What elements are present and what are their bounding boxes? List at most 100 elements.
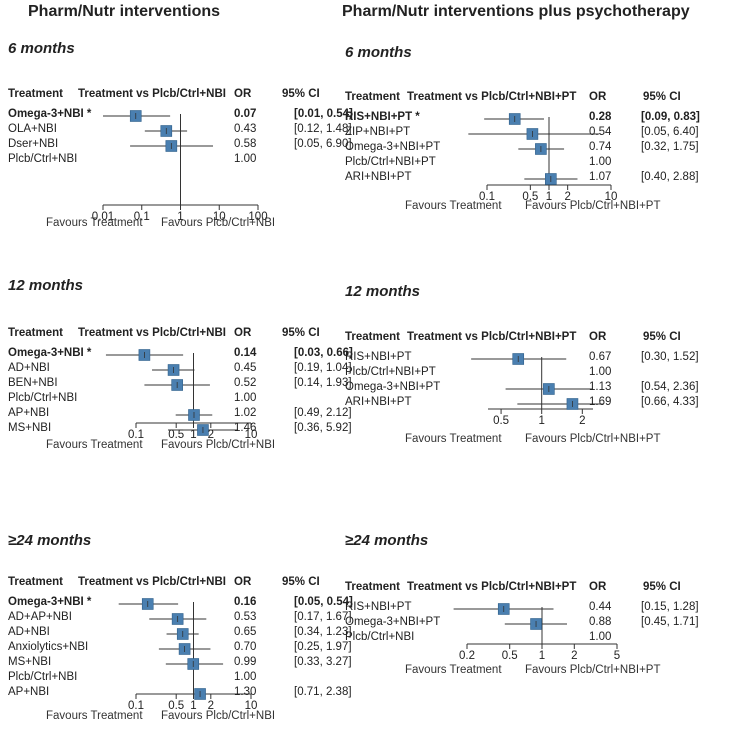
x-tick-label: 10: [212, 211, 226, 223]
or-value: 1.00: [589, 631, 612, 643]
x-tick-label: 1: [538, 650, 546, 662]
period-title: 6 months: [8, 40, 75, 57]
ci-value: [0.05, 6.90]: [294, 138, 352, 150]
row-label: AD+AP+NBI: [8, 611, 72, 623]
period-title: ≥24 months: [8, 532, 92, 549]
forest-plot-svg: [105, 349, 252, 436]
ci-value: [0.40, 2.88]: [641, 171, 699, 183]
ci-value: [0.33, 3.27]: [294, 656, 352, 668]
row-label: Plcb/Ctrl+NBI+PT: [345, 156, 436, 168]
or-value: 0.45: [234, 362, 257, 374]
ci-value: [0.19, 1.04]: [294, 362, 352, 374]
header-treatment: Treatment: [345, 91, 400, 103]
ci-value: [0.49, 2.12]: [294, 407, 352, 419]
row-label: Omega-3+NBI+PT: [345, 381, 441, 393]
header-or: OR: [589, 581, 607, 593]
x-tick-label: 2: [207, 700, 214, 712]
forest-panel: ≥24 months Treatment Treatment vs Plcb/Ctr…: [345, 532, 725, 742]
or-value: 0.52: [234, 377, 257, 389]
or-value: 0.58: [234, 138, 257, 150]
row-label: Plcb/Ctrl+NBI: [8, 153, 78, 165]
favours-control-label: Favours Plcb/Ctrl+NBI+PT: [525, 433, 661, 445]
x-tick-label: 0.1: [133, 211, 150, 223]
row-label: OLA+NBI: [8, 123, 57, 135]
forest-panel: 6 months Treatment Treatment vs Plcb/Ctrl+…: [345, 44, 725, 254]
header-or: OR: [234, 576, 252, 588]
favours-treatment-label: Favours Treatment: [46, 439, 143, 451]
row-label: Plcb/Ctrl+NBI: [8, 671, 78, 683]
header-ci: 95% CI: [282, 576, 320, 588]
row-label: AP+NBI: [8, 686, 50, 698]
forest-plot-svg: [102, 110, 259, 210]
row-label: RIS+NBI+PT: [345, 601, 412, 613]
forest-panel: 6 months Treatment Treatment vs Plcb/Ctrl+…: [8, 40, 388, 250]
x-tick-label: 10: [244, 429, 258, 441]
header-ci: 95% CI: [643, 581, 681, 593]
period-title: 12 months: [8, 277, 84, 294]
x-tick-label: 2: [571, 650, 578, 662]
x-tick-label: 0.1: [128, 700, 144, 712]
x-tick-label: 0.5: [501, 650, 518, 662]
or-value: 1.30: [234, 686, 257, 698]
row-label: AD+NBI: [8, 362, 50, 374]
row-label: ARI+NBI+PT: [345, 171, 412, 183]
row-label: RIS+NBI+PT *: [345, 111, 420, 123]
favours-treatment-label: Favours Treatment: [46, 710, 143, 722]
forest-panel: ≥24 months Treatment Treatment vs Plcb/Ctr…: [8, 532, 388, 742]
x-tick-label: 100: [248, 211, 268, 223]
ci-value: [0.12, 1.48]: [294, 123, 352, 135]
or-value: 0.28: [589, 111, 612, 123]
row-label: MS+NBI: [8, 422, 52, 434]
forest-panel: 12 months Treatment Treatment vs Plcb/Ctrl…: [8, 277, 388, 487]
row-label: Omega-3+NBI+PT: [345, 616, 441, 628]
ci-value: [0.01, 0.54]: [294, 108, 353, 120]
x-tick-label: 1: [190, 429, 197, 441]
favours-control-label: Favours Plcb/Ctrl+NBI: [161, 217, 276, 229]
header-or: OR: [234, 88, 252, 100]
or-value: 1.00: [234, 671, 257, 683]
favours-control-label: Favours Plcb/Ctrl+NBI+PT: [525, 664, 661, 676]
ci-value: [0.09, 0.83]: [641, 111, 700, 123]
or-value: 0.74: [589, 141, 612, 153]
ci-value: [0.05, 0.54]: [294, 596, 353, 608]
ci-value: [0.14, 1.93]: [294, 377, 352, 389]
row-label: Anxiolytics+NBI: [8, 641, 89, 653]
or-value: 0.88: [589, 616, 612, 628]
row-label: Omega-3+NBI *: [8, 347, 92, 359]
or-value: 0.65: [234, 626, 257, 638]
or-value: 0.54: [589, 126, 612, 138]
period-title: 12 months: [345, 283, 421, 300]
ci-value: [0.45, 1.71]: [641, 616, 699, 628]
or-value: 1.13: [589, 381, 612, 393]
or-value: 0.53: [234, 611, 257, 623]
x-tick-label: 10: [604, 191, 618, 203]
row-label: AD+NBI: [8, 626, 50, 638]
or-value: 0.99: [234, 656, 257, 668]
or-value: 0.16: [234, 596, 257, 608]
row-label: MS+NBI: [8, 656, 52, 668]
or-value: 1.00: [589, 366, 612, 378]
ci-value: [0.15, 1.28]: [641, 601, 699, 613]
or-value: 0.14: [234, 347, 257, 359]
row-label: BEN+NBI: [8, 377, 58, 389]
forest-plot-svg: [453, 603, 618, 649]
x-tick-label: 0.5: [168, 700, 185, 712]
row-label: RIS+NBI+PT: [345, 351, 412, 363]
column-title-left: Pharm/Nutr interventions: [28, 3, 221, 20]
header-or: OR: [234, 327, 252, 339]
ci-value: [0.30, 1.52]: [641, 351, 699, 363]
header-comparison: Treatment vs Plcb/Ctrl+NBI+PT: [407, 91, 577, 103]
x-tick-label: 2: [579, 415, 586, 427]
header-ci: 95% CI: [282, 327, 320, 339]
header-treatment: Treatment: [345, 581, 400, 593]
or-value: 1.07: [589, 171, 612, 183]
header-or: OR: [589, 331, 607, 343]
forest-plot-svg: [471, 353, 603, 414]
period-title: 6 months: [345, 44, 412, 61]
forest-plot-svg: [118, 598, 252, 700]
favours-control-label: Favours Plcb/Ctrl+NBI: [161, 439, 276, 451]
header-comparison: Treatment vs Plcb/Ctrl+NBI: [78, 88, 226, 100]
row-label: Plcb/Ctrl+NBI+PT: [345, 366, 436, 378]
favours-control-label: Favours Plcb/Ctrl+NBI+PT: [525, 200, 661, 212]
header-comparison: Treatment vs Plcb/Ctrl+NBI+PT: [407, 581, 577, 593]
